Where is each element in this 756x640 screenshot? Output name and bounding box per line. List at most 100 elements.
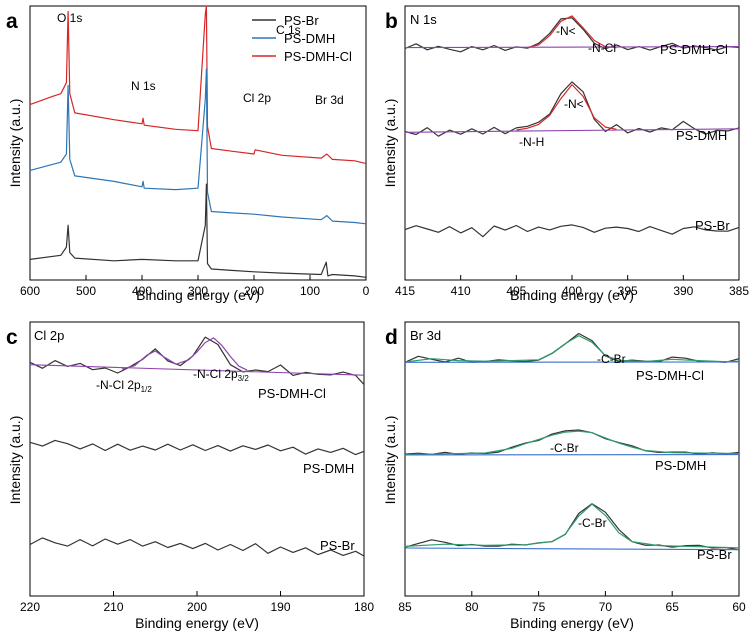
panel-c-annot-2p-half: -N-Cl 2p1/2 — [96, 378, 152, 394]
panel-d-frame — [404, 321, 740, 597]
panel-d-y-axis-label: Intensity (a.u.) — [382, 416, 398, 505]
panel-d-annot-c-br-dmh-cl: -C-Br — [597, 352, 626, 366]
panel-c-x-tick-label: 190 — [270, 600, 290, 614]
panel-a-x-tick-label: 400 — [132, 284, 152, 298]
panel-d-x-ticks: 85 80 75 70 65 60 — [398, 591, 746, 614]
panel-a-series — [29, 5, 367, 278]
panel-c-series-label-ps-br: PS-Br — [320, 538, 355, 553]
panel-a-x-tick-label: 100 — [300, 284, 320, 298]
peak-label-n1s: N 1s — [131, 79, 156, 93]
panel-a-x-tick-label: 600 — [20, 284, 40, 298]
panel-a-x-ticks: 600 500 400 300 200 100 0 — [20, 275, 370, 298]
panel-d-x-tick-label: 65 — [666, 600, 680, 614]
panel-c-series-ps-dmh — [29, 439, 365, 456]
panel-c-series-ps-br — [29, 537, 365, 557]
panel-b-annot-n-cl: -N-Cl — [588, 41, 616, 55]
panel-d-series-label-ps-dmh-cl: PS-DMH-Cl — [636, 368, 704, 383]
panel-b-x-tick-label: 385 — [729, 284, 749, 298]
panel-b-series-ps-dmh-fit — [516, 84, 617, 131]
panel-d-title: Br 3d — [410, 328, 441, 343]
panel-c-x-axis-label: Binding energy (eV) — [135, 615, 259, 631]
panel-c-x-tick-label: 210 — [103, 600, 123, 614]
panel-a-letter: a — [6, 10, 18, 33]
panel-a-y-axis-label: Intensity (a.u.) — [7, 99, 23, 188]
panel-c-annot-2p-half-sub: 1/2 — [141, 385, 153, 394]
panel-d-x-tick-label: 70 — [599, 600, 613, 614]
panel-a: a 600 500 400 300 200 100 0 Binding energy (eV… — [6, 5, 370, 303]
panel-c: c Cl 2p 220 210 200 190 180 Binding energy (… — [6, 321, 374, 631]
panel-d-series-label-ps-dmh: PS-DMH — [655, 458, 706, 473]
peak-label-br3d: Br 3d — [315, 93, 344, 107]
panel-d-x-tick-label: 60 — [732, 600, 746, 614]
panel-a-x-tick-label: 200 — [244, 284, 264, 298]
peak-label-o1s: O 1s — [57, 11, 82, 25]
panel-d-series-ps-br-raw — [404, 503, 740, 551]
panel-c-x-tick-label: 200 — [187, 600, 207, 614]
panel-a-series-ps-dmh — [29, 68, 367, 225]
panel-a-frame — [29, 5, 367, 281]
panel-c-title: Cl 2p — [34, 328, 64, 343]
panel-a-series-ps-dmh-cl — [29, 5, 367, 165]
panel-c-annot-2p-three-half: -N-Cl 2p3/2 — [193, 367, 249, 383]
panel-b-series-label-ps-br: PS-Br — [695, 218, 730, 233]
panel-b-annot-n-imide-cl: -N< — [556, 24, 576, 38]
panel-d: d Br 3d 85 80 75 70 65 60 Binding energy (eV)… — [382, 321, 746, 631]
panel-b-title: N 1s — [410, 12, 437, 27]
peak-label-cl2p: Cl 2p — [243, 91, 271, 105]
panel-d-x-tick-label: 80 — [465, 600, 479, 614]
panel-c-annot-2p-three-half-sub: 3/2 — [238, 374, 250, 383]
panel-b-x-tick-label: 410 — [451, 284, 471, 298]
panel-b-x-tick-label: 400 — [562, 284, 582, 298]
panel-b-y-axis-label: Intensity (a.u.) — [382, 99, 398, 188]
panel-c-x-ticks: 220 210 200 190 180 — [20, 591, 374, 614]
panel-b-series-label-ps-dmh: PS-DMH — [676, 128, 727, 143]
panel-c-x-tick-label: 220 — [20, 600, 40, 614]
panel-a-x-tick-label: 500 — [76, 284, 96, 298]
panel-d-series-ps-br-baseline — [404, 547, 740, 551]
panel-b-annot-n-imide: -N< — [564, 97, 584, 111]
panel-b-series-ps-br — [404, 224, 740, 238]
panel-c-series-ps-dmh-cl-fit — [121, 337, 248, 371]
panel-a-x-tick-label: 300 — [188, 284, 208, 298]
panel-c-series-ps-dmh-cl-baseline — [29, 364, 365, 376]
panel-b: b N 1s 415 410 405 400 395 390 385 Binding ene… — [382, 5, 749, 303]
panel-c-series — [29, 336, 365, 557]
panel-d-series-ps-br-fit — [404, 503, 740, 549]
panel-d-x-tick-label: 75 — [532, 600, 546, 614]
panel-d-series-ps-dmh-cl-fit — [404, 335, 740, 363]
panel-b-series-ps-dmh-cl-raw — [404, 17, 740, 53]
panel-c-series-label-ps-dmh: PS-DMH — [303, 461, 354, 476]
peak-label-c1s: C 1s — [276, 23, 301, 37]
panel-d-annot-c-br-br: -C-Br — [578, 516, 607, 530]
panel-a-x-axis-label: Binding energy (eV) — [136, 287, 260, 303]
panel-b-annot-n-h: -N-H — [519, 135, 544, 149]
panel-b-x-tick-label: 415 — [395, 284, 415, 298]
panel-d-series — [404, 332, 740, 551]
panel-c-y-axis-label: Intensity (a.u.) — [7, 416, 23, 505]
panel-a-x-tick-label: 0 — [363, 284, 370, 298]
panel-b-series — [404, 15, 740, 238]
panel-d-series-ps-dmh-cl-raw — [404, 332, 740, 363]
panel-b-x-tick-label: 390 — [673, 284, 693, 298]
legend-label-ps-dmh: PS-DMH — [284, 31, 335, 46]
panel-b-letter: b — [385, 10, 398, 33]
panel-d-letter: d — [385, 326, 398, 349]
panel-d-x-axis-label: Binding energy (eV) — [510, 615, 634, 631]
panel-b-x-axis-label: Binding energy (eV) — [510, 287, 634, 303]
panel-b-series-ps-dmh-cl-baseline — [404, 46, 740, 49]
panel-b-series-ps-dmh-raw — [404, 81, 740, 137]
panel-a-series-ps-br — [29, 183, 367, 278]
panel-d-annot-c-br-dmh: -C-Br — [550, 441, 579, 455]
panel-d-series-label-ps-br: PS-Br — [697, 547, 732, 562]
panel-d-series-ps-dmh-fit — [404, 430, 740, 456]
panel-c-letter: c — [6, 326, 18, 349]
legend-label-ps-br: PS-Br — [284, 13, 319, 28]
panel-c-series-label-ps-dmh-cl: PS-DMH-Cl — [258, 386, 326, 401]
panel-b-series-ps-dmh-cl-fit — [527, 15, 617, 49]
panel-b-series-ps-dmh-baseline — [404, 128, 740, 133]
panel-b-x-ticks: 415 410 405 400 395 390 385 — [395, 275, 749, 298]
legend-label-ps-dmh-cl: PS-DMH-Cl — [284, 49, 352, 64]
panel-d-x-tick-label: 85 — [398, 600, 412, 614]
panel-b-x-tick-label: 395 — [618, 284, 638, 298]
